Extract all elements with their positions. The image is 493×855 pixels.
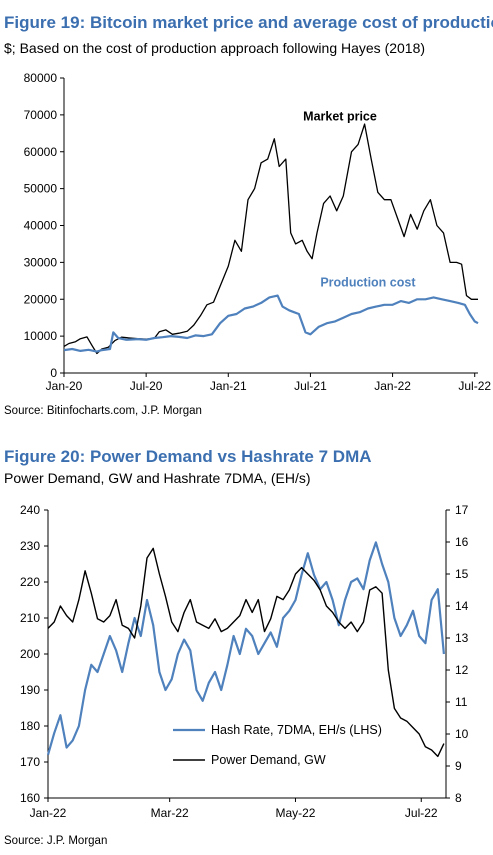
y-tick-label: 70000 bbox=[24, 108, 58, 122]
x-tick-label: Jul-22 bbox=[405, 806, 438, 820]
y-tick-label-right: 10 bbox=[455, 727, 469, 741]
x-tick-label: Jan-20 bbox=[46, 379, 83, 393]
legend-label-hash-rate: Hash Rate, 7DMA, EH/s (LHS) bbox=[211, 723, 382, 737]
y-tick-label: 30000 bbox=[24, 255, 58, 269]
y-tick-label-left: 220 bbox=[20, 575, 40, 589]
y-tick-label-left: 200 bbox=[20, 647, 40, 661]
figure20-title: Figure 20: Power Demand vs Hashrate 7 DM… bbox=[4, 447, 372, 466]
y-tick-label-right: 15 bbox=[455, 567, 469, 581]
y-tick-label-right: 11 bbox=[455, 695, 468, 709]
x-tick-label: Jan-21 bbox=[210, 379, 247, 393]
annotation-market-price: Market price bbox=[303, 109, 377, 123]
y-tick-label-left: 210 bbox=[20, 611, 40, 625]
x-tick-label: Jul-21 bbox=[294, 379, 327, 393]
power-hashrate-chart: 160 170 180 190 200 210 220 230 240 8 9 10 11 12 13 14 1… bbox=[20, 503, 469, 820]
y-tick-label-left: 180 bbox=[20, 719, 40, 733]
y-tick-label-right: 12 bbox=[455, 663, 469, 677]
bitcoin-price-cost-chart: 0 10000 20000 30000 40000 50000 60000 70000 8000… bbox=[24, 71, 492, 393]
y-tick-label-right: 13 bbox=[455, 631, 469, 645]
y-tick-label: 0 bbox=[50, 366, 57, 380]
series-line-production-cost bbox=[63, 294, 479, 353]
y-tick-label-left: 160 bbox=[20, 791, 40, 805]
y-tick-label: 50000 bbox=[24, 182, 58, 196]
y-tick-label-right: 14 bbox=[455, 599, 469, 613]
series-line-power-demand bbox=[47, 547, 445, 758]
y-tick-label: 10000 bbox=[24, 329, 58, 343]
y-tick-label-left: 170 bbox=[20, 755, 40, 769]
x-tick-label: May-22 bbox=[275, 806, 315, 820]
y-tick-label-left: 190 bbox=[20, 683, 40, 697]
y-tick-label: 60000 bbox=[24, 145, 58, 159]
x-tick-label: Jul-20 bbox=[130, 379, 163, 393]
y-tick-label: 80000 bbox=[24, 71, 58, 85]
series-line-hash-rate bbox=[46, 541, 445, 756]
x-tick-label: Mar-22 bbox=[151, 806, 189, 820]
legend-label-power-demand: Power Demand, GW bbox=[211, 753, 326, 767]
y-tick-label-left: 230 bbox=[20, 539, 40, 553]
figure19-source: Source: Bitinfocharts.com, J.P. Morgan bbox=[4, 405, 202, 417]
series-line-market-price bbox=[63, 123, 478, 355]
y-tick-label-right: 8 bbox=[455, 791, 462, 805]
y-tick-label-right: 16 bbox=[455, 535, 469, 549]
y-tick-label: 20000 bbox=[24, 292, 58, 306]
annotation-production-cost: Production cost bbox=[320, 275, 416, 289]
y-tick-label-right: 17 bbox=[455, 503, 469, 517]
figure20-subtitle: Power Demand, GW and Hashrate 7DMA, (EH/… bbox=[4, 470, 311, 486]
y-tick-label-right: 9 bbox=[455, 759, 462, 773]
x-tick-label: Jan-22 bbox=[374, 379, 411, 393]
figure19-title: Figure 19: Bitcoin market price and aver… bbox=[4, 13, 493, 32]
x-tick-label: Jul-22 bbox=[458, 379, 491, 393]
legend: Hash Rate, 7DMA, EH/s (LHS) Power Demand,… bbox=[173, 723, 382, 767]
y-tick-label: 40000 bbox=[24, 219, 58, 233]
figure20-source: Source: J.P. Morgan bbox=[4, 835, 108, 847]
figure19-subtitle: $; Based on the cost of production appro… bbox=[4, 40, 426, 56]
y-tick-label-left: 240 bbox=[20, 503, 40, 517]
x-tick-label: Jan-22 bbox=[30, 806, 67, 820]
